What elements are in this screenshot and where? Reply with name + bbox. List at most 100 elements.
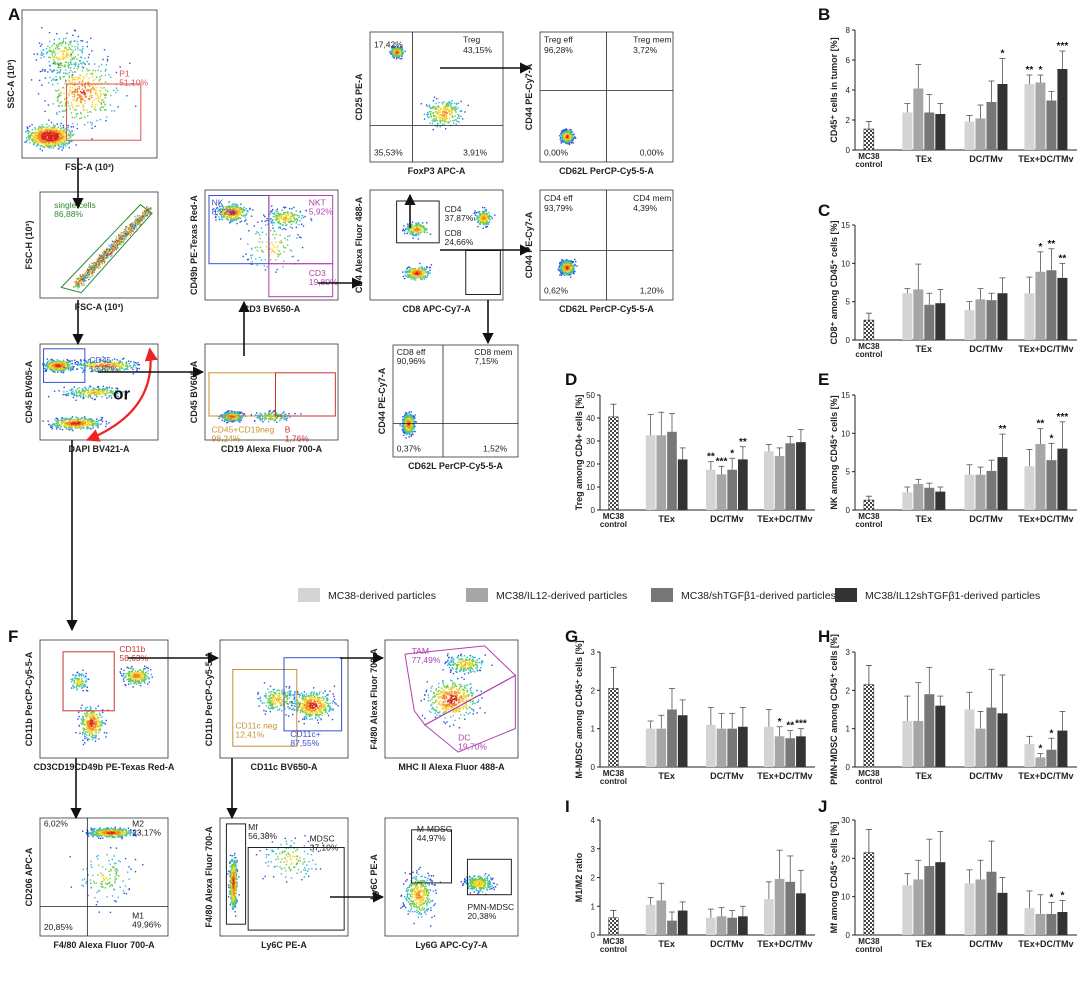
gate-label: DC (458, 732, 470, 742)
y-axis-label: NK among CD45⁺ cells [%] (829, 395, 839, 509)
bar-dc-tmv-s2 (975, 299, 986, 340)
control-label: MC38 (603, 769, 625, 778)
y-axis-label: Ly6C PE-A (369, 854, 379, 900)
gate-pmn-mdsc (466, 858, 512, 896)
y-tick-label: 0 (846, 506, 851, 515)
category-label: TEx (916, 344, 933, 354)
quadrant-label: CD8 eff (397, 347, 426, 357)
category-label: TEx+DC/TMv (757, 514, 812, 524)
control-label: MC38 (858, 937, 880, 946)
gate-percentage: 87,55% (290, 738, 319, 748)
y-tick-label: 4 (846, 86, 851, 95)
category-label: DC/TMv (969, 939, 1003, 949)
y-tick-label: 0 (846, 146, 851, 155)
bar-tex-dc-tmv-s4 (796, 442, 806, 510)
gate-percentage: 37,10% (310, 843, 339, 853)
significance-marker: * (1001, 49, 1005, 60)
gate-single-cells (60, 204, 153, 294)
significance-marker: ** (1026, 65, 1034, 76)
bar-dc-tmv-s3 (986, 871, 997, 935)
legend-swatch (651, 588, 673, 602)
bar-tex-dc-tmv-s1 (1024, 744, 1035, 767)
event-dots (70, 665, 153, 746)
gate-percentage: 5,92% (309, 206, 334, 216)
bar-tex-s3 (924, 112, 935, 150)
y-axis-label: M1/M2 ratio (574, 852, 584, 902)
gate-label: CD11b (119, 644, 145, 654)
legend-swatch (835, 588, 857, 602)
bar-tex-s4 (935, 491, 946, 510)
gate-label: CD45+CD19neg (212, 424, 275, 434)
gate-percentage: 86,88% (54, 209, 83, 219)
category-label: TEx+DC/TMv (1018, 514, 1073, 524)
bar-tex-s2 (656, 435, 667, 510)
y-tick-label: 0 (591, 763, 596, 772)
legend-swatch (466, 588, 488, 602)
x-axis-label: Ly6G APC-Cy7-A (415, 940, 488, 950)
bar-tex-dc-tmv-s4 (796, 893, 806, 935)
bar-tex-dc-tmv-s4 (796, 736, 806, 767)
quadrant-label: M1 (132, 910, 144, 920)
y-axis-label: F4/80 Alexa Fluor 700-A (369, 648, 379, 750)
y-axis-label: FSC-H (10³) (24, 220, 34, 269)
bar-tex-dc-tmv-s1 (764, 899, 774, 935)
y-tick-label: 10 (841, 429, 850, 438)
event-dots (389, 45, 469, 131)
y-axis-label: CD45 BV605-A (24, 360, 34, 423)
y-axis-label: F4/80 Alexa Fluor 700-A (204, 826, 214, 928)
bar-dc-tmv-s2 (975, 879, 986, 935)
bar-tex-s1 (645, 728, 656, 767)
y-axis-label: CD44 PE-Cy7-A (524, 63, 534, 130)
control-label: MC38 (858, 512, 880, 521)
bar-tex-s1 (902, 885, 913, 935)
quadrant-label: 20,85% (44, 922, 73, 932)
bar-tex-s4 (677, 910, 688, 935)
significance-marker: *** (1057, 41, 1069, 52)
y-tick-label: 40 (586, 414, 595, 423)
y-axis-label: CD45 BV605-A (189, 360, 199, 423)
bar-control (863, 499, 875, 511)
event-dots (212, 201, 313, 273)
category-label: TEx+DC/TMv (1018, 344, 1073, 354)
series-legend: MC38-derived particles MC38/IL12-derived … (298, 588, 1040, 602)
bar-control (608, 917, 619, 936)
category-label: TEx (916, 154, 933, 164)
quadrant-label: CD8 mem (474, 347, 512, 357)
bar-tex-s2 (913, 721, 924, 767)
bar-tex-dc-tmv-s1 (1024, 84, 1035, 150)
category-label: TEx+DC/TMv (757, 771, 812, 781)
quadrant-label: 90,96% (397, 356, 426, 366)
event-dots (73, 206, 153, 289)
bar-control (863, 852, 875, 936)
bar-dc-tmv-s1 (706, 917, 716, 935)
gate-label: CD11c neg (235, 721, 277, 731)
bar-tex-dc-tmv-s3 (785, 443, 796, 510)
bar-tex-dc-tmv-s3 (1046, 913, 1057, 935)
bar-dc-tmv-s1 (964, 121, 975, 150)
quadrant-label: 93,79% (544, 203, 573, 213)
bar-tex-dc-tmv-s1 (1024, 293, 1035, 340)
bar-tex-s4 (677, 459, 688, 510)
legend-label: MC38/shTGFβ1-derived particles (681, 590, 836, 602)
gate-percentage: 44,97% (417, 833, 446, 843)
gate-label: NKT (309, 197, 326, 207)
gate-percentage: 51,10% (119, 78, 148, 88)
quadrant-label: CD4 eff (544, 193, 573, 203)
gate-label: CD3 (309, 268, 326, 278)
bar-tex-s2 (656, 900, 667, 935)
event-dots (69, 826, 144, 914)
bar-dc-tmv-s4 (738, 726, 748, 767)
bar-tex-s2 (913, 88, 924, 150)
bar-tex-s3 (924, 866, 935, 935)
gate-label: Mf (248, 822, 258, 832)
category-label: DC/TMv (710, 514, 744, 524)
legend-label: MC38/IL12-derived particles (496, 590, 627, 602)
y-axis-label: Mf among CD45⁺ cells [%] (829, 822, 839, 934)
panel-label-d: D (565, 370, 577, 389)
